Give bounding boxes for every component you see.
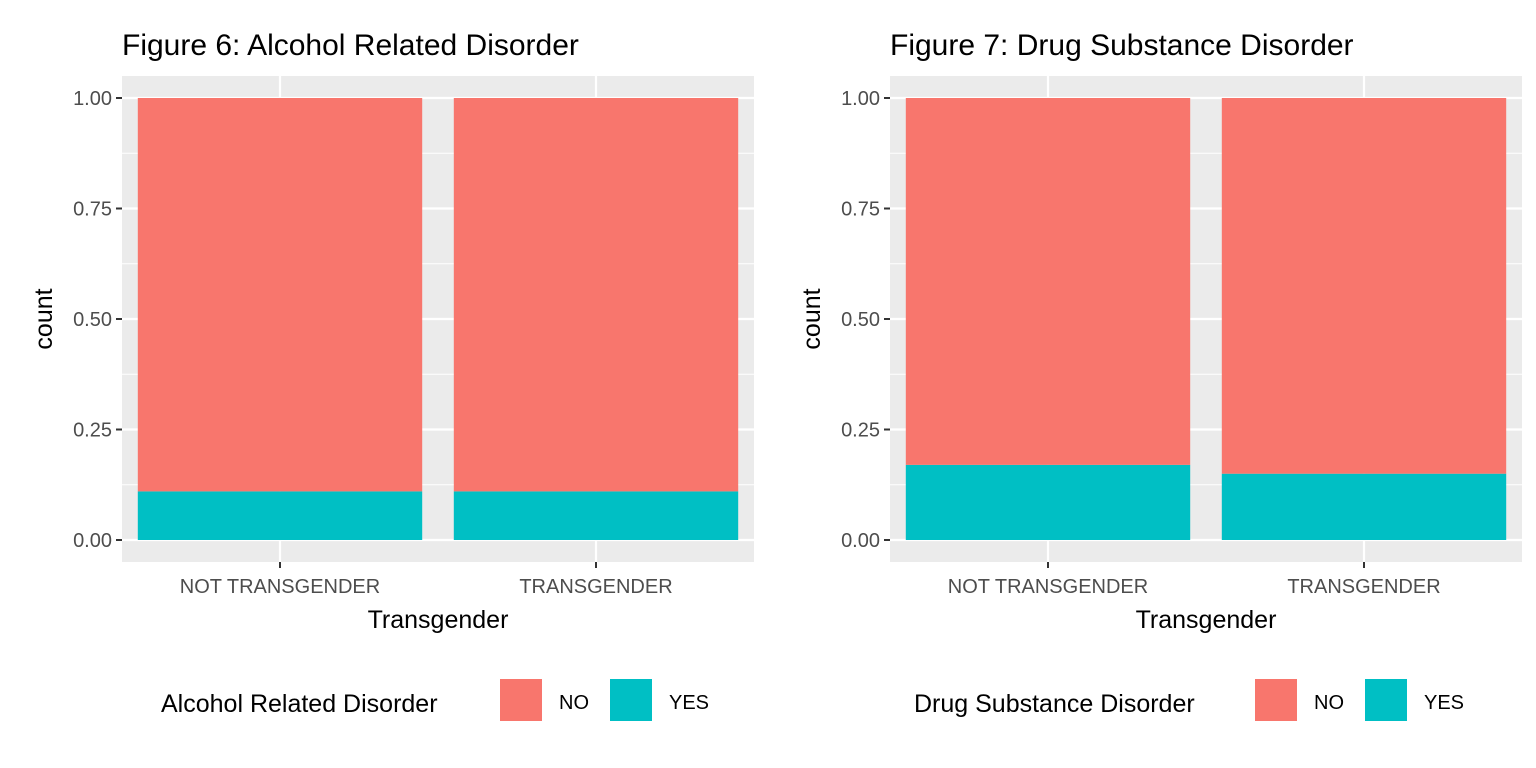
y-tick-label: 0.75	[841, 199, 880, 221]
legend-1-label-no: NO	[559, 692, 589, 714]
y-tick-label: 0.25	[73, 420, 112, 442]
bar-yes-1	[137, 491, 423, 540]
legend-1: Alcohol Related Disorder NO YES	[0, 678, 768, 728]
chart-2-title: Figure 7: Drug Substance Disorder	[890, 29, 1354, 62]
bar-no-2	[1221, 98, 1507, 474]
y-tick-label: 1.00	[73, 88, 112, 110]
legend-1-label-yes: YES	[669, 692, 710, 714]
bar-no-1	[905, 98, 1191, 465]
bar-yes-2	[453, 491, 739, 540]
chart-panel-1: 0.00 0.25 0.50 0.75 1.00 NOT TRANSGENDER TRANS…	[0, 29, 768, 728]
legend-2: Drug Substance Disorder NO YES	[768, 678, 1536, 728]
bar-yes-1	[905, 464, 1191, 540]
y-tick-label: 0.50	[841, 309, 880, 331]
y-tick-label: 0.00	[73, 530, 112, 552]
legend-1-key-yes	[610, 679, 652, 721]
y-tick-label: 0.75	[73, 199, 112, 221]
chart-2-svg: 0.00 0.25 0.50 0.75 1.00 NOT TRANSGENDER TRANS…	[798, 29, 1522, 634]
y-axis-title: count	[798, 288, 826, 349]
legend-2-key-yes	[1365, 679, 1407, 721]
chart-panel-2: 0.00 0.25 0.50 0.75 1.00 NOT TRANSGENDER TRANS…	[768, 0, 1536, 768]
bar-no-1	[137, 98, 423, 492]
legend-2-title: Drug Substance Disorder	[914, 690, 1195, 718]
bar-yes-2	[1221, 473, 1507, 540]
x-tick-label: TRANSGENDER	[519, 576, 672, 598]
x-tick-label: NOT TRANSGENDER	[948, 576, 1148, 598]
chart-1-title: Figure 6: Alcohol Related Disorder	[122, 29, 579, 62]
y-tick-label: 0.25	[841, 420, 880, 442]
x-axis-title: Transgender	[1136, 606, 1277, 634]
y-tick-label: 0.00	[841, 530, 880, 552]
y-tick-label: 1.00	[841, 88, 880, 110]
legend-2-label-yes: YES	[1424, 692, 1465, 714]
legend-2-key-no	[1255, 679, 1297, 721]
y-axis-title: count	[30, 288, 58, 349]
bar-no-2	[453, 98, 739, 492]
x-axis-title: Transgender	[368, 606, 509, 634]
x-tick-label: NOT TRANSGENDER	[180, 576, 380, 598]
legend-2-label-no: NO	[1314, 692, 1344, 714]
legend-1-key-no	[500, 679, 542, 721]
legend-1-title: Alcohol Related Disorder	[161, 690, 438, 718]
y-tick-label: 0.50	[73, 309, 112, 331]
x-tick-label: TRANSGENDER	[1287, 576, 1440, 598]
chart-1-svg: 0.00 0.25 0.50 0.75 1.00 NOT TRANSGENDER TRANS…	[30, 29, 754, 634]
